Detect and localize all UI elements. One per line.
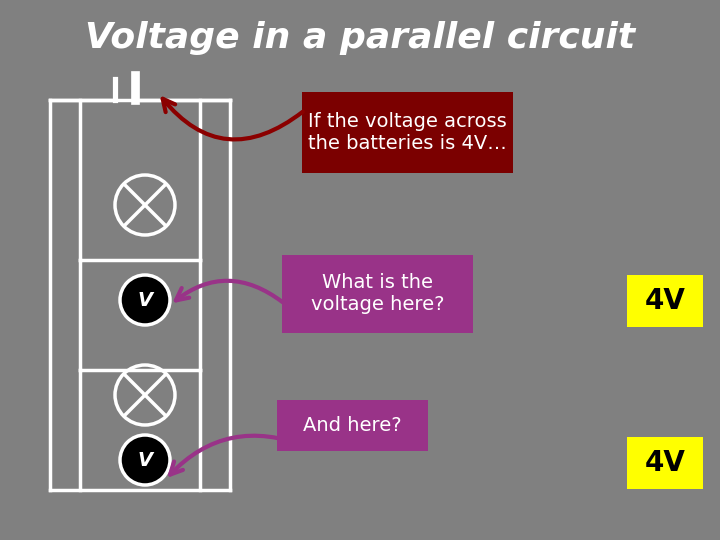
- FancyBboxPatch shape: [627, 275, 703, 327]
- Text: Voltage in a parallel circuit: Voltage in a parallel circuit: [85, 21, 635, 55]
- Circle shape: [120, 435, 170, 485]
- FancyBboxPatch shape: [277, 400, 428, 451]
- Text: 4V: 4V: [644, 449, 685, 477]
- FancyBboxPatch shape: [282, 255, 473, 333]
- Text: V: V: [138, 291, 153, 309]
- FancyBboxPatch shape: [302, 92, 513, 173]
- FancyBboxPatch shape: [627, 437, 703, 489]
- Text: V: V: [138, 450, 153, 469]
- Text: 4V: 4V: [644, 287, 685, 315]
- Text: If the voltage across
the batteries is 4V…: If the voltage across the batteries is 4…: [308, 112, 507, 153]
- Text: And here?: And here?: [303, 416, 402, 435]
- Circle shape: [120, 275, 170, 325]
- Text: What is the
voltage here?: What is the voltage here?: [311, 273, 444, 314]
